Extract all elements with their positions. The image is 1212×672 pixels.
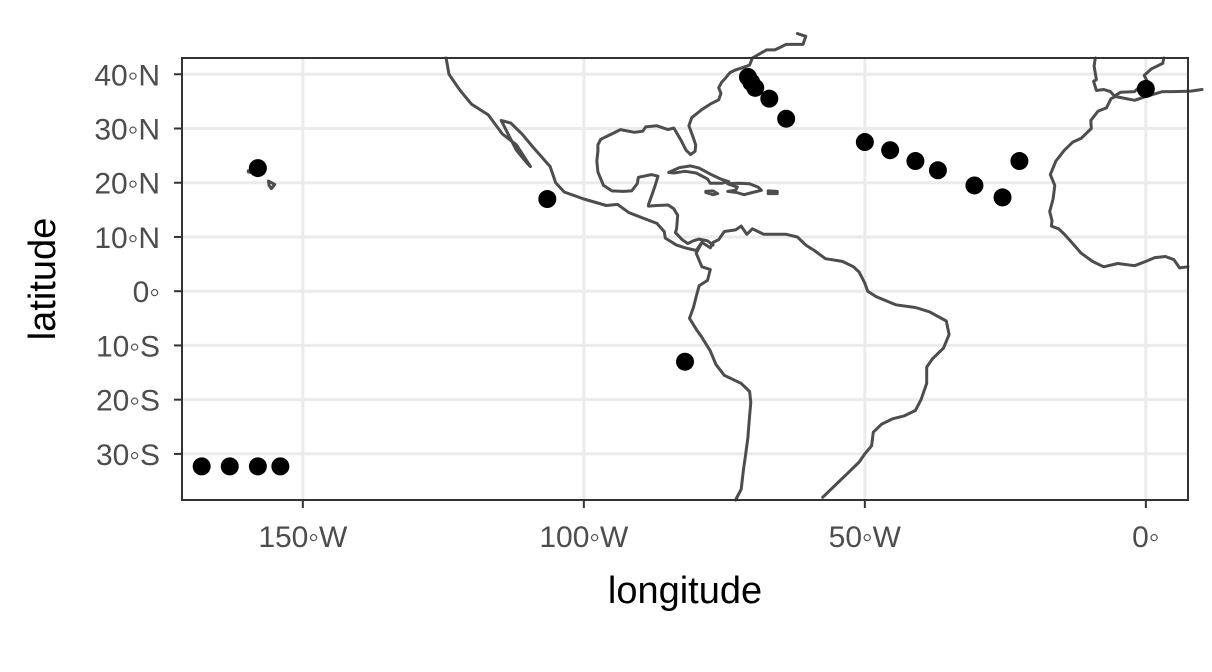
x-tick-label: 150◦W bbox=[258, 521, 348, 554]
y-tick-label: 10◦N bbox=[94, 222, 160, 255]
x-axis-title: longitude bbox=[608, 570, 762, 612]
africa-coast bbox=[1048, 88, 1204, 270]
x-tick-label: 50◦W bbox=[829, 521, 902, 554]
mexico-gulf-coast bbox=[595, 149, 715, 247]
data-point bbox=[855, 133, 874, 152]
y-tick-label: 30◦N bbox=[94, 114, 160, 147]
gulf-and-atlantic-coast bbox=[596, 56, 754, 156]
europe-coast bbox=[1092, 56, 1166, 98]
x-axis: 150◦W 100◦W 50◦W 0◦ bbox=[258, 500, 1160, 554]
puerto-rico-coast bbox=[766, 189, 779, 196]
hispaniola-coast bbox=[726, 181, 763, 197]
data-point bbox=[676, 352, 694, 371]
data-point bbox=[248, 159, 267, 178]
data-point bbox=[746, 78, 765, 97]
x-tick-label: 100◦W bbox=[539, 521, 629, 554]
south-america-west-coast bbox=[688, 240, 753, 502]
data-point bbox=[220, 457, 239, 476]
y-tick-label: 20◦N bbox=[94, 168, 160, 201]
plot-panel-background bbox=[182, 58, 1188, 500]
data-point bbox=[271, 457, 290, 476]
data-point bbox=[1010, 152, 1029, 171]
y-tick-label: 10◦S bbox=[96, 330, 160, 363]
data-point bbox=[965, 176, 984, 195]
data-point bbox=[881, 141, 900, 160]
y-axis-title: latitude bbox=[22, 218, 64, 341]
coastlines bbox=[246, 32, 1204, 502]
data-points bbox=[192, 67, 1155, 476]
y-tick-label: 20◦S bbox=[96, 385, 160, 418]
data-point bbox=[538, 190, 557, 209]
plot-panel-border bbox=[181, 57, 1189, 501]
north-america-coast bbox=[444, 56, 951, 499]
data-point bbox=[906, 152, 925, 171]
y-tick-label: 30◦S bbox=[96, 439, 160, 472]
jamaica-coast bbox=[704, 189, 720, 197]
data-point bbox=[760, 89, 779, 108]
cuba-coast bbox=[667, 164, 731, 185]
data-point bbox=[192, 457, 211, 476]
data-point bbox=[1136, 79, 1155, 98]
data-point bbox=[993, 188, 1012, 207]
y-axis: 40◦N 30◦N 20◦N 10◦N 0◦ 10◦S 20◦S 30◦S bbox=[94, 59, 182, 472]
data-point bbox=[928, 161, 947, 180]
y-tick-label: 0◦ bbox=[133, 276, 160, 309]
nova-scotia-coast bbox=[750, 32, 808, 60]
hawaii-big-island-coast bbox=[267, 179, 277, 191]
data-point bbox=[248, 457, 267, 476]
gridlines bbox=[182, 58, 1188, 500]
data-point bbox=[777, 109, 796, 128]
x-tick-label: 0◦ bbox=[1132, 521, 1159, 554]
y-tick-label: 40◦N bbox=[94, 59, 160, 92]
